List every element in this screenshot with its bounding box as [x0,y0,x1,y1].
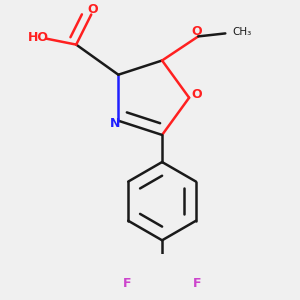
Text: N: N [110,117,121,130]
Text: O: O [87,4,98,16]
Text: F: F [123,278,132,290]
Text: CH₃: CH₃ [233,27,252,37]
Text: O: O [191,88,202,101]
Text: HO: HO [28,31,49,44]
Text: F: F [193,278,201,290]
Text: O: O [191,26,202,38]
